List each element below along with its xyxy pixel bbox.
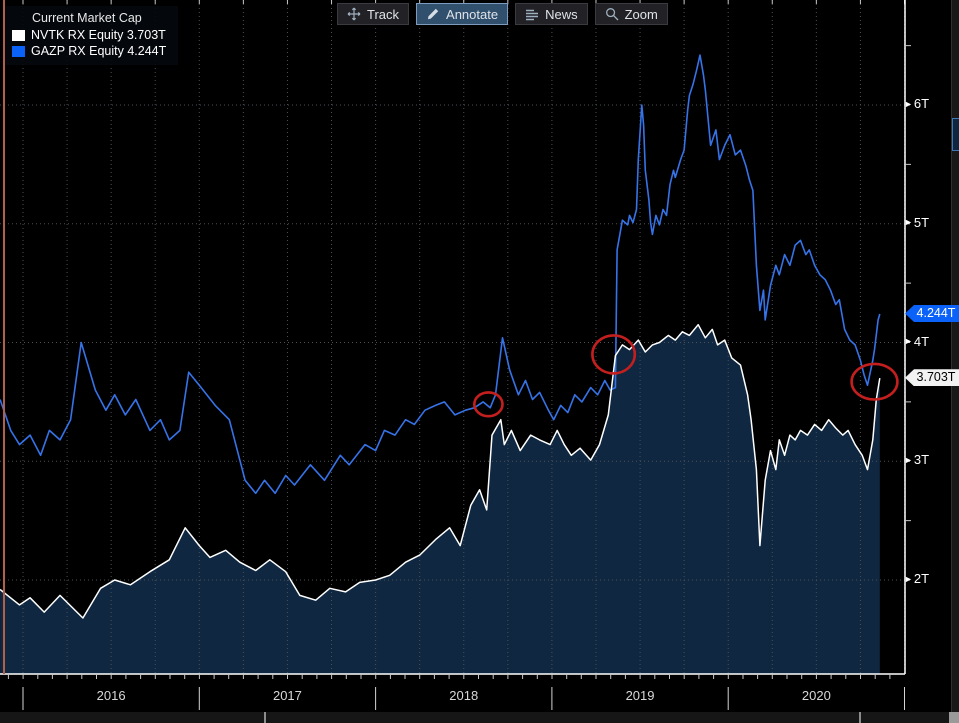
news-button[interactable]: News bbox=[515, 3, 588, 25]
x-axis-label-2019: 2019 bbox=[625, 688, 655, 703]
track-crosshair-icon bbox=[347, 7, 361, 21]
nvtk-swatch bbox=[12, 30, 25, 41]
legend-title: Current Market Cap bbox=[32, 11, 142, 25]
chart-legend: Current Market Cap NVTK RX Equity 3.703T… bbox=[5, 6, 179, 65]
zoom-button-label: Zoom bbox=[624, 6, 658, 22]
nvtk-line bbox=[0, 323, 881, 619]
y-axis-label-4T: ► 4T bbox=[904, 333, 930, 349]
track-button[interactable]: Track bbox=[337, 3, 410, 25]
pencil-icon bbox=[426, 7, 440, 21]
annotate-button[interactable]: Annotate bbox=[416, 3, 509, 25]
news-button-label: News bbox=[545, 6, 578, 22]
bottom-panel-edge bbox=[0, 712, 959, 723]
annotation-ellipse-2 bbox=[591, 334, 637, 375]
track-button-label: Track bbox=[367, 6, 400, 22]
tick-arrow-icon: ► bbox=[904, 336, 913, 346]
x-axis-label-2020: 2020 bbox=[801, 688, 831, 703]
vertical-scrollbar[interactable] bbox=[951, 0, 959, 712]
y-axis-label-6T: ► 6T bbox=[904, 96, 930, 111]
nvtk-last-price-label: 3.703T bbox=[905, 369, 959, 387]
annotation-ellipse-1 bbox=[472, 391, 504, 418]
legend-item-gazp[interactable]: GAZP RX Equity 4.244T bbox=[12, 44, 166, 59]
chart-toolbar: Track Annotate News bbox=[337, 3, 668, 25]
y-axis-label-3T: ► 3T bbox=[904, 452, 930, 468]
legend-item-nvtk[interactable]: NVTK RX Equity 3.703T bbox=[12, 28, 166, 43]
legend-item-nvtk-label: NVTK RX Equity 3.703T bbox=[31, 28, 166, 42]
vertical-scrollbar-thumb[interactable] bbox=[952, 118, 959, 151]
tick-arrow-icon: ► bbox=[904, 217, 913, 228]
y-axis-label-5T: ► 5T bbox=[904, 214, 930, 230]
gazp-swatch bbox=[12, 46, 25, 57]
zoom-button[interactable]: Zoom bbox=[594, 3, 668, 25]
bottom-panel-divider bbox=[859, 712, 861, 723]
left-accent-line bbox=[3, 0, 5, 674]
y-axis-label-2T: ► 2T bbox=[904, 571, 930, 586]
tick-arrow-icon: ► bbox=[904, 573, 913, 584]
news-lines-icon bbox=[525, 7, 539, 21]
magnifier-icon bbox=[605, 7, 619, 21]
x-axis-label-2016: 2016 bbox=[96, 688, 126, 703]
x-axis-label-2017: 2017 bbox=[272, 688, 302, 703]
gazp-last-price-label: 4.244T bbox=[905, 305, 959, 323]
tick-arrow-icon: ► bbox=[904, 454, 913, 465]
annotation-ellipse-3 bbox=[850, 362, 899, 401]
legend-item-gazp-label: GAZP RX Equity 4.244T bbox=[31, 44, 167, 58]
scrollbar-corner bbox=[949, 712, 959, 723]
bottom-panel-divider bbox=[264, 712, 266, 723]
annotate-button-label: Annotate bbox=[446, 6, 499, 22]
gazp-line bbox=[0, 54, 881, 495]
nvtk-area-fill bbox=[0, 324, 880, 674]
tick-arrow-icon: ► bbox=[904, 98, 913, 109]
x-axis-label-2018: 2018 bbox=[449, 688, 479, 703]
